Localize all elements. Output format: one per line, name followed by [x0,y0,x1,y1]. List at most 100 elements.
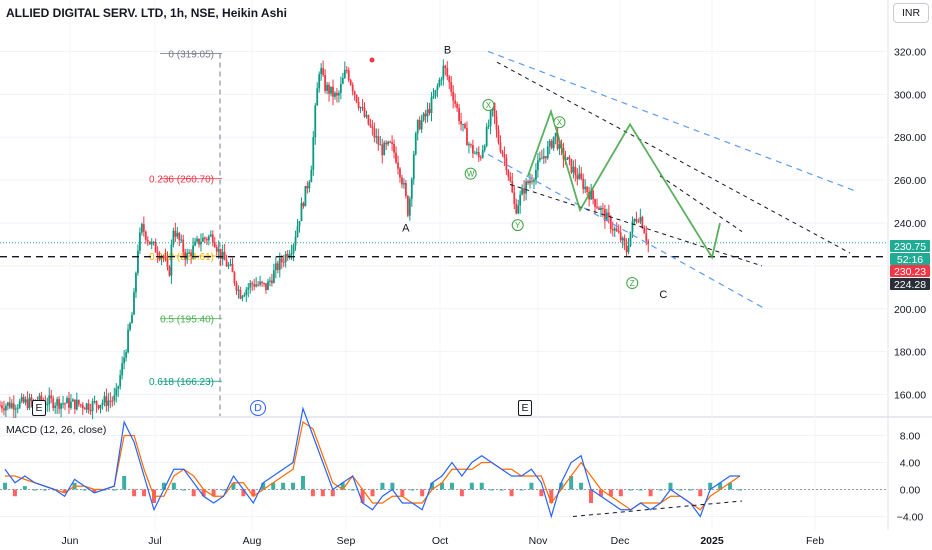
fib-level-label: 0.382 (224.61) [149,252,214,263]
candle-body [14,408,17,410]
price-tick-label: 180.00 [894,347,926,359]
candle-body [641,217,644,229]
candle-body [125,352,128,358]
candle-body [401,177,403,185]
candle-body [450,82,453,92]
earnings-marker[interactable]: E [32,400,46,416]
candle-body [525,181,527,194]
macd-histogram-bar [122,476,127,490]
candle-body [633,218,636,222]
candle-body [485,126,488,146]
candle-body [188,252,191,254]
candle-body [276,263,279,270]
candle-body [237,289,240,291]
candle-body [454,100,457,104]
candle-body [574,166,577,176]
candle-body [393,144,395,153]
candle-body [190,252,193,256]
candle-body [389,141,392,143]
candle-body [533,179,535,182]
candle-body [24,399,27,403]
macd-histogram-bar [718,482,723,490]
candle-body [164,256,167,259]
candle-body [391,142,393,145]
candle-body [194,241,196,246]
candle-body [257,284,260,286]
candle-body [373,128,376,138]
candle-body [546,146,549,159]
candle-body [103,396,106,403]
macd-histogram-bar [360,489,365,503]
grid-lines [0,0,932,530]
candle-body [336,92,338,96]
candle-body [550,141,553,149]
candle-body [56,399,59,406]
candle-body [515,203,518,214]
candle-body [320,68,323,75]
macd-histogram-bar [142,489,147,497]
candle-body [537,160,539,171]
macd-histogram-bar [608,489,613,497]
macd-histogram-bar [598,489,603,497]
candle-body [52,398,55,408]
candle-body [497,129,500,143]
candle-body [607,212,610,218]
candle-body [207,236,210,241]
candle-body [462,124,464,126]
candle-body [625,245,628,253]
time-tick-label: Jul [148,535,161,547]
candle-body [70,401,72,408]
candle-body [436,86,439,91]
candle-body [310,169,313,183]
candle-body [381,144,384,156]
drawing-tools [0,50,888,310]
macd-histogram-bar [191,489,196,497]
candle-body [1,405,3,409]
time-tick-label: Jun [62,535,79,547]
candle-body [172,230,175,245]
candle-body [326,84,328,91]
candle-body [308,182,311,189]
candle-body [91,401,94,412]
candle-body [229,263,232,266]
candle-body [62,403,64,405]
candle-body [64,403,66,405]
candle-body [58,399,61,409]
macd-histogram-bar [559,482,564,490]
macd-pane: 8.00 4.00 0.00 −4.00 [0,406,923,524]
candle-body [586,186,589,192]
macd-histogram-bar [241,489,246,497]
candle-body [296,226,299,237]
candle-body [367,115,370,125]
candle-body [544,156,547,159]
time-tick-label: Dec [611,535,630,547]
candle-body [3,408,5,411]
candle-body [609,217,612,230]
macd-signal-line [5,421,741,511]
candle-body [302,203,305,207]
candle-body [304,185,307,207]
candle-body [105,396,108,406]
currency-button[interactable]: INR [893,3,929,23]
heikin-ashi-candles [0,57,650,420]
candle-body [245,289,248,296]
price-tag-label: 224.28 [894,279,926,291]
candle-body [479,157,482,159]
candle-body [168,267,171,276]
candle-body [81,404,84,409]
candle-body [355,94,358,102]
candle-body [600,207,602,211]
candle-body [369,124,372,127]
macd-histogram-bar [340,482,345,490]
candle-body [505,157,508,171]
dividend-marker[interactable]: D [250,400,266,416]
candle-body [592,190,594,200]
candle-body [631,221,634,232]
earnings-marker[interactable]: E [518,400,532,416]
candle-body [87,403,90,411]
candle-body [227,265,230,267]
macd-histogram-bar [509,489,514,497]
candle-body [30,397,33,401]
macd-histogram-bar [440,482,445,490]
candle-body [6,402,9,406]
